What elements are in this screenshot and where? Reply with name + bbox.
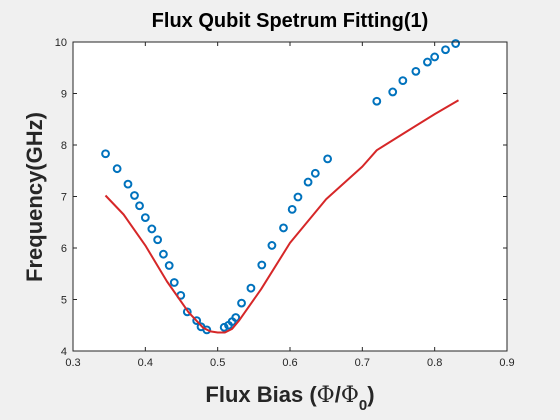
data-point [147,224,157,234]
data-point [257,260,267,270]
plot-area [73,42,507,351]
x-tick-label: 0.4 [138,357,153,369]
data-point [246,283,256,293]
data-point [164,261,174,270]
y-tick-label: 8 [61,140,67,152]
y-tick-label: 7 [61,192,67,204]
x-tick-label: 0.9 [499,357,514,369]
data-point [101,149,110,159]
x-tick-label: 0.3 [65,357,80,369]
data-point [451,39,461,48]
data-point [430,52,440,62]
x-axis-ticks: 0.3 0.4 0.5 0.6 0.7 0.8 0.9 [65,42,515,369]
data-point [411,66,421,76]
data-point [192,316,202,326]
data-point [140,213,150,223]
data-point [279,223,288,233]
x-axis-label-subscript: 0 [359,397,367,414]
data-point [202,325,212,335]
data-point [231,313,241,322]
x-axis-label-phi: Φ [317,383,335,408]
data-point [303,177,313,187]
series-layer [101,39,461,335]
data-point [372,96,382,106]
y-tick-label: 6 [61,243,67,255]
x-axis-label-phi0: Φ [341,383,359,408]
data-point [159,249,168,259]
data-point [182,307,192,317]
y-axis-label: Frequency(GHz) [22,112,47,282]
data-point [310,168,320,178]
data-point [441,45,450,55]
x-tick-label: 0.8 [427,357,442,369]
x-tick-label: 0.5 [210,357,225,369]
data-point [388,87,398,97]
x-axis-label-slash: / [335,382,341,407]
data-point [267,241,277,250]
data-point [123,179,133,189]
data-point [398,76,408,86]
data-point [130,191,139,200]
data-point [169,278,179,287]
data-point [135,201,144,211]
x-axis-label-prefix: Flux Bias ( [205,382,317,407]
data-point [237,298,246,308]
data-point [287,204,297,214]
data-point [323,154,333,164]
data-point [153,235,163,245]
y-tick-label: 4 [61,346,67,358]
data-point [423,57,432,67]
y-tick-label: 9 [61,89,67,101]
data-point [219,322,229,332]
x-axis-label: Flux Bias (Φ/Φ0) [205,382,374,414]
x-tick-label: 0.6 [282,357,297,369]
x-tick-label: 0.7 [355,357,370,369]
data-point [112,164,122,174]
y-axis-ticks: 4 5 6 7 8 9 10 [55,37,507,358]
chart-title: Flux Qubit Spetrum Fitting(1) [152,10,429,32]
fit-line [104,99,460,334]
x-axis-label-suffix: ) [367,382,374,407]
data-point [293,192,303,202]
y-tick-label: 10 [55,37,67,49]
y-tick-label: 5 [61,295,67,307]
